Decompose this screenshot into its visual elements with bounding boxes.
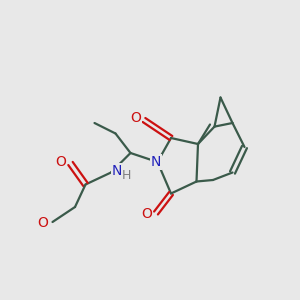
Text: O: O (38, 216, 48, 230)
Text: N: N (111, 164, 122, 178)
Text: O: O (130, 112, 141, 125)
Text: O: O (56, 155, 66, 169)
Text: N: N (151, 155, 161, 169)
Text: O: O (142, 208, 152, 221)
Text: H: H (122, 169, 132, 182)
